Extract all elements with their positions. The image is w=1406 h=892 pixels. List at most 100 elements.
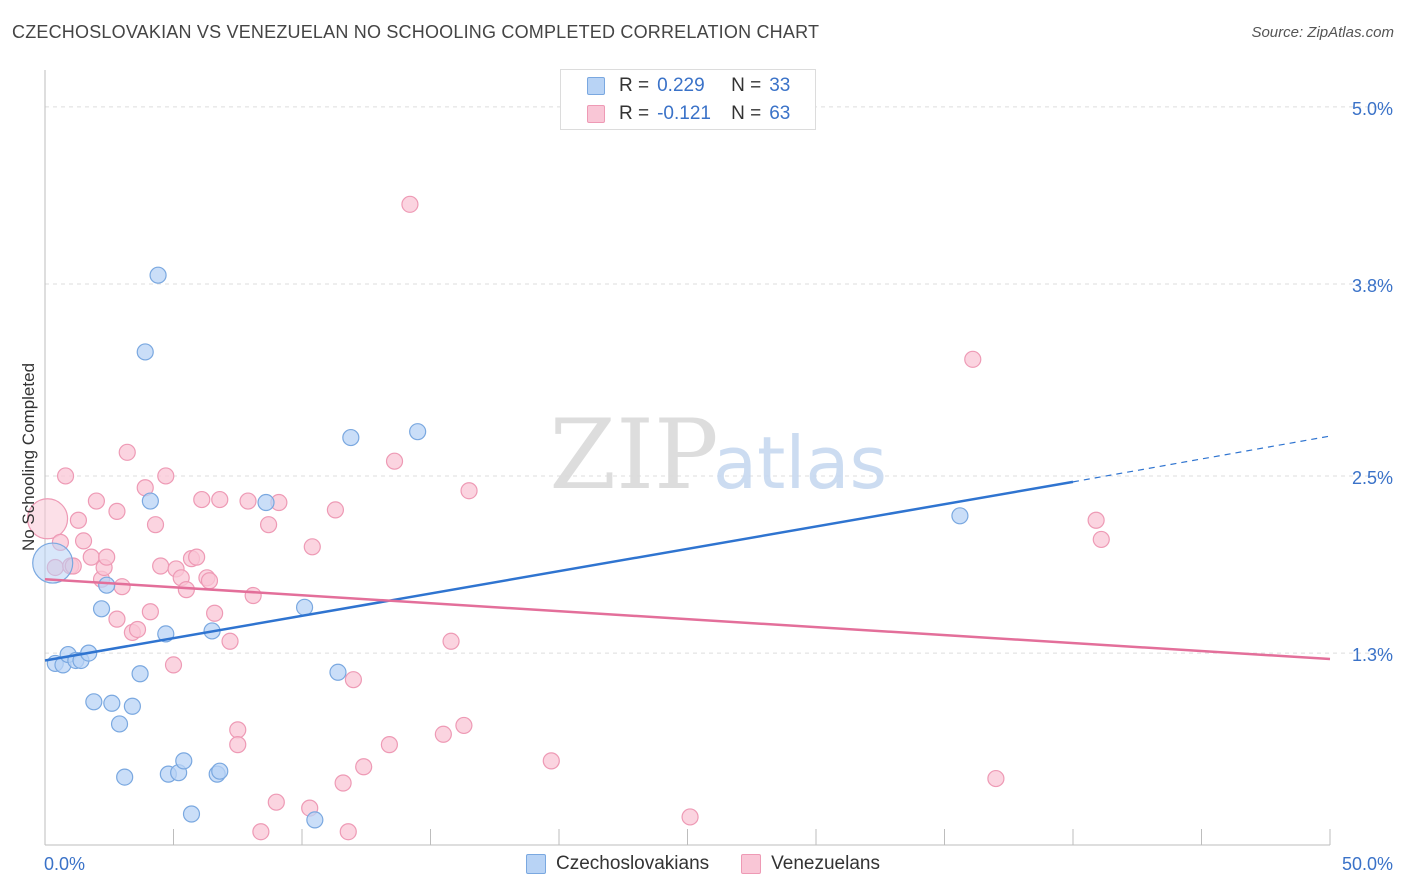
ven-point-53 <box>401 195 419 213</box>
ven-point-60 <box>964 350 982 368</box>
trend-lines <box>44 435 1331 662</box>
ven-point-38 <box>239 492 257 510</box>
ven-point-62 <box>1087 511 1105 529</box>
y-tick-label-1: 2.5% <box>1352 468 1393 488</box>
ven-point-23 <box>157 467 175 485</box>
ven-point-21 <box>146 516 165 534</box>
tick-labels: 1.3% 2.5% 3.8% 5.0% 0.0% 50.0% <box>44 99 1393 874</box>
y-tick-label-0: 1.3% <box>1352 645 1393 665</box>
ven-point-45 <box>303 538 321 556</box>
axes <box>44 70 1331 846</box>
czech-point-22 <box>182 805 201 823</box>
ven-point-48 <box>339 823 357 841</box>
czech-point-12 <box>116 768 134 786</box>
czech-point-0 <box>32 542 74 584</box>
czech-point-30 <box>342 428 360 447</box>
czech-point-15 <box>136 343 154 361</box>
ven-point-57 <box>460 482 478 500</box>
venezuelans-label: Venezuelans <box>771 853 880 874</box>
y-tick-label-2: 3.8% <box>1352 276 1393 296</box>
ven-point-22 <box>152 557 170 575</box>
czech-point-7 <box>85 693 103 711</box>
czech-point-9 <box>98 576 116 594</box>
czech-swatch <box>587 77 605 95</box>
ven-n-value: 63 <box>769 103 791 124</box>
ven-point-36 <box>229 721 247 739</box>
czech-point-27 <box>295 598 314 616</box>
czechoslovakians-swatch <box>526 854 547 874</box>
czech-point-31 <box>409 423 427 441</box>
ven-point-6 <box>69 511 88 529</box>
venezuelans-points <box>26 195 1110 841</box>
ven-point-16 <box>118 443 136 461</box>
ven-point-3 <box>56 467 75 485</box>
czech-point-17 <box>149 266 167 284</box>
ven-point-51 <box>380 736 398 754</box>
legend-row-ven: R = -0.121 N = 63 <box>587 101 790 127</box>
czech-point-16 <box>141 492 159 510</box>
czechoslovakians-label: Czechoslovakians <box>556 853 710 874</box>
ven-point-61 <box>987 769 1005 788</box>
czech-r-value: 0.229 <box>657 75 705 96</box>
watermark-zip: ZIP <box>549 399 718 511</box>
czech-point-28 <box>306 811 324 829</box>
ven-point-8 <box>82 548 100 566</box>
czech-point-11 <box>110 715 129 733</box>
czech-r-label: R = <box>619 75 650 96</box>
ven-point-24 <box>164 656 183 674</box>
x-tick-label-1: 50.0% <box>1342 854 1393 874</box>
ven-point-7 <box>74 532 93 550</box>
ven-point-18 <box>128 620 147 639</box>
ven-point-59 <box>681 808 699 826</box>
correlation-legend: R = 0.229 N = 33 R = -0.121 N = 63 <box>560 69 816 130</box>
czech-point-26 <box>257 493 275 512</box>
ven-point-9 <box>87 492 106 510</box>
czechoslovakians-points <box>32 266 969 829</box>
ven-point-34 <box>211 490 229 509</box>
ven-point-43 <box>267 793 285 811</box>
ven-point-58 <box>542 752 560 770</box>
ven-point-46 <box>326 501 345 519</box>
ven-point-63 <box>1092 530 1110 549</box>
ven-r-value: -0.121 <box>657 103 711 124</box>
ven-r-label: R = <box>619 103 650 124</box>
ven-point-49 <box>344 671 362 689</box>
ven-point-55 <box>442 632 460 650</box>
ven-point-47 <box>334 774 352 792</box>
chart-title: CZECHOSLOVAKIAN VS VENEZUELAN NO SCHOOLI… <box>12 22 820 42</box>
ven-point-12 <box>98 548 116 566</box>
ven-point-29 <box>188 548 206 566</box>
czech-n-label: N = <box>731 75 762 96</box>
legend-row-czech: R = 0.229 N = 33 <box>587 73 790 99</box>
ven-point-37 <box>229 736 247 754</box>
y-axis-label: No Schooling Completed <box>19 363 38 551</box>
ven-point-52 <box>385 452 404 470</box>
ven-point-50 <box>355 758 373 776</box>
ven-point-32 <box>200 572 219 590</box>
ven-swatch <box>587 105 605 123</box>
ven-point-30 <box>193 490 211 509</box>
czech-point-25 <box>211 762 229 780</box>
ven-point-15 <box>113 578 131 596</box>
legend-item-venezuelans[interactable]: Venezuelans <box>741 853 880 875</box>
czech-point-10 <box>103 694 121 712</box>
ven-point-39 <box>244 586 262 605</box>
ven-point-56 <box>455 716 473 735</box>
ven-point-40 <box>252 823 270 841</box>
ven-point-41 <box>259 516 278 534</box>
legend-item-czechoslovakians[interactable]: Czechoslovakians <box>526 853 709 875</box>
czech-point-8 <box>92 600 111 618</box>
czech-point-14 <box>131 665 149 683</box>
ven-n-label: N = <box>731 103 762 124</box>
czech-point-32 <box>951 507 969 525</box>
czech-trend-line <box>44 480 1074 662</box>
ven-point-54 <box>434 725 452 743</box>
venezuelans-swatch <box>741 854 762 874</box>
ven-trend-line <box>44 578 1331 661</box>
grid-lines <box>45 106 1390 654</box>
ven-point-13 <box>108 610 126 628</box>
y-tick-label-3: 5.0% <box>1352 99 1393 119</box>
ven-point-35 <box>221 632 239 650</box>
series-legend: Czechoslovakians Venezuelans <box>0 850 1406 878</box>
